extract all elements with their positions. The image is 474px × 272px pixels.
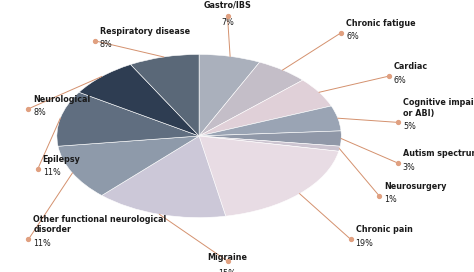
Wedge shape (58, 136, 199, 196)
Text: 11%: 11% (43, 168, 60, 177)
Text: 8%: 8% (33, 108, 46, 117)
Text: Chronic pain: Chronic pain (356, 225, 412, 234)
Wedge shape (199, 106, 341, 136)
Wedge shape (199, 80, 331, 136)
Text: Epilepsy: Epilepsy (43, 155, 81, 164)
Text: 8%: 8% (100, 40, 112, 49)
Wedge shape (199, 131, 341, 146)
Text: Cognitive impairment (ID
or ABI): Cognitive impairment (ID or ABI) (403, 98, 474, 118)
Text: Gastro/IBS: Gastro/IBS (203, 1, 252, 10)
Text: 15%: 15% (219, 269, 237, 272)
Text: Neurosurgery: Neurosurgery (384, 182, 447, 191)
Text: Chronic fatigue: Chronic fatigue (346, 19, 416, 28)
Wedge shape (199, 54, 260, 136)
Text: 6%: 6% (393, 76, 406, 85)
Text: 19%: 19% (356, 239, 374, 248)
Wedge shape (199, 136, 340, 151)
Wedge shape (79, 64, 199, 136)
Text: Neurological: Neurological (33, 95, 91, 104)
Wedge shape (199, 136, 339, 216)
Text: 3%: 3% (403, 163, 416, 172)
Text: 7%: 7% (221, 18, 234, 27)
Text: Cardiac: Cardiac (393, 62, 428, 71)
Text: 5%: 5% (403, 122, 416, 131)
Wedge shape (57, 92, 199, 146)
Text: Respiratory disease: Respiratory disease (100, 27, 190, 36)
Text: 11%: 11% (33, 239, 51, 248)
Text: 6%: 6% (346, 32, 359, 41)
Text: Migraine: Migraine (208, 254, 247, 262)
Wedge shape (130, 54, 199, 136)
Text: Autism spectrum disorder: Autism spectrum disorder (403, 149, 474, 158)
Wedge shape (199, 62, 303, 136)
Text: 1%: 1% (384, 195, 397, 204)
Text: Other functional neurological
disorder: Other functional neurological disorder (33, 215, 166, 234)
Wedge shape (102, 136, 226, 218)
